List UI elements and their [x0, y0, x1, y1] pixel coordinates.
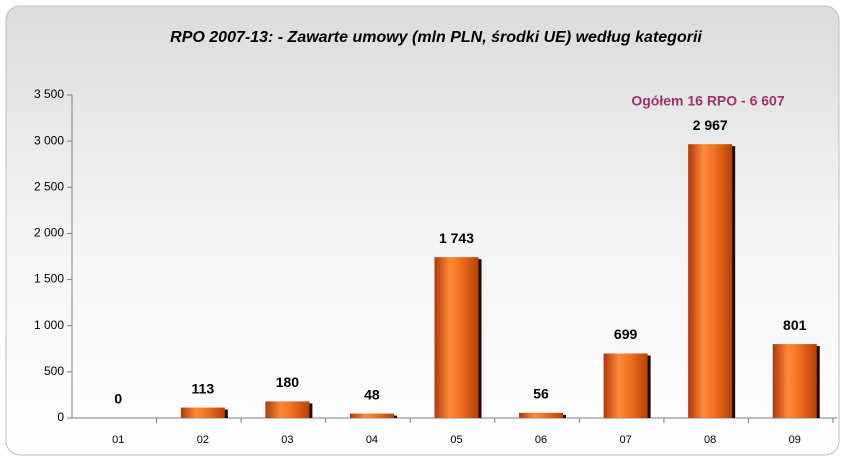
- y-tick-label: 2 500: [34, 179, 64, 193]
- y-tick-label: 0: [57, 410, 64, 424]
- panel: [5, 5, 840, 456]
- value-label: 56: [533, 386, 549, 402]
- x-tick-label: 03: [281, 434, 293, 446]
- value-label: 801: [783, 317, 807, 333]
- x-tick-label: 06: [535, 434, 547, 446]
- value-label: 699: [614, 326, 638, 342]
- x-tick-label: 05: [450, 434, 462, 446]
- bar: [349, 413, 394, 418]
- y-tick-label: 2 000: [34, 226, 64, 240]
- bar: [688, 144, 733, 418]
- y-tick-label: 3 000: [34, 133, 64, 147]
- x-tick-label: 01: [112, 434, 124, 446]
- chart-title: RPO 2007-13: - Zawarte umowy (mln PLN, ś…: [170, 29, 702, 46]
- x-tick-label: 04: [366, 434, 378, 446]
- x-tick-label: 08: [704, 434, 716, 446]
- x-tick-label: 09: [789, 434, 801, 446]
- bar: [519, 412, 564, 418]
- bar: [603, 353, 648, 418]
- value-label: 2 967: [693, 117, 728, 133]
- value-label: 180: [276, 374, 300, 390]
- x-tick-label: 07: [619, 434, 631, 446]
- y-tick-label: 3 500: [34, 87, 64, 101]
- y-tick-label: 500: [44, 364, 64, 378]
- bar: [265, 401, 310, 418]
- annotation: Ogółem 16 RPO - 6 607: [631, 93, 784, 109]
- value-label: 0: [114, 391, 122, 407]
- x-tick-label: 02: [197, 434, 209, 446]
- value-label: 1 743: [439, 230, 474, 246]
- y-tick-label: 1 000: [34, 318, 64, 332]
- bar: [180, 407, 225, 418]
- value-label: 48: [364, 386, 380, 402]
- bar: [434, 257, 479, 418]
- y-tick-label: 1 500: [34, 272, 64, 286]
- bar: [772, 344, 817, 418]
- value-label: 113: [192, 380, 215, 396]
